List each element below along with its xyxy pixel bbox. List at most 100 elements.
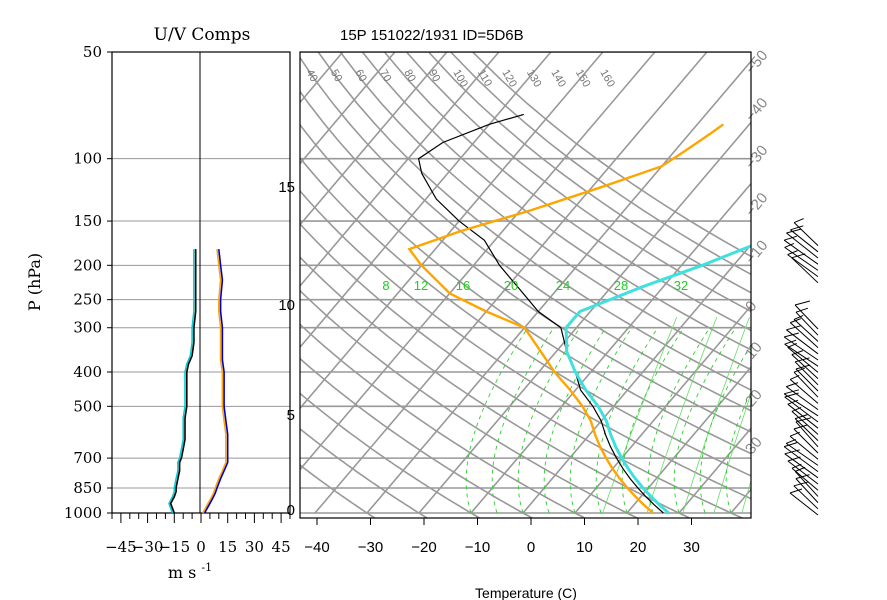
dry-adiabat-lines (300, 52, 751, 518)
uv-x-tick-label: −45 (105, 538, 137, 556)
dry-adiabat (300, 222, 744, 518)
wind-barb-staff (791, 354, 819, 379)
isotherm (300, 52, 604, 410)
dry-adiabat (300, 427, 429, 518)
wind-barb-flag (794, 466, 806, 472)
dry-adiabat (300, 357, 534, 518)
wind-barb-flag (786, 228, 802, 234)
uv-x-tick-label: −15 (158, 538, 190, 556)
uv-x-tick-label: 0 (196, 538, 206, 556)
pressure-tick-labels: 50 100 150 200 250 300 400 500 700 850 1000 (64, 43, 112, 522)
pressure-tick-label: 150 (73, 212, 102, 230)
dry-adiabat-label: 120 (499, 68, 519, 90)
isotherm (300, 52, 500, 288)
height-label: 0 (287, 502, 295, 519)
dry-adiabat (361, 52, 751, 351)
dry-adiabat-label: 50 (328, 68, 345, 85)
isotherm-label: 10 (742, 339, 766, 363)
wind-barb-staff (786, 232, 819, 259)
skewt-title: 15P 151022/1931 ID=5D6B (340, 27, 524, 44)
wind-barb-flag (795, 307, 809, 313)
wind-barb (783, 332, 819, 361)
isotherm-label: −40 (742, 95, 771, 125)
wind-barb-flag (791, 253, 806, 259)
isotherm-label: −30 (742, 142, 771, 172)
mixing-ratio-line (741, 479, 751, 514)
mixing-ratio-label: 16 (456, 278, 470, 293)
dry-adiabat-label: 130 (524, 68, 544, 90)
pressure-tick-label: 200 (73, 256, 102, 274)
wind-barb (787, 399, 819, 429)
temperature-tick-label: 20 (630, 539, 647, 556)
dry-adiabat-label: 40 (303, 68, 320, 85)
temperature-tick-label: −30 (358, 539, 383, 556)
mixing-ratio-label: 8 (382, 278, 389, 293)
uv-frame (111, 51, 291, 514)
moist-adiabat-line (725, 391, 751, 514)
uv-series-line-3 (203, 249, 229, 514)
wind-barb (794, 414, 819, 441)
wind-barb-staff (795, 478, 819, 503)
isotherm (300, 52, 552, 349)
wind-barb-staff (793, 222, 819, 246)
isotherm-label: −10 (742, 237, 771, 267)
moist-adiabat-lines (465, 327, 751, 514)
temperature-xlabel: Temperature (C) (475, 585, 577, 600)
mixing-ratio-label: 28 (614, 278, 628, 293)
pressure-tick-label: 50 (83, 43, 102, 61)
wind-barb-flag (793, 218, 804, 224)
wind-barb-staff (795, 368, 819, 392)
wind-barb (793, 218, 819, 246)
wind-barb-staff (786, 329, 819, 355)
wind-barb-flag (784, 242, 795, 248)
height-label: 10 (278, 297, 295, 314)
uv-series-line-0 (168, 249, 195, 514)
dry-adiabat (300, 323, 587, 518)
wind-barb-flag (784, 332, 799, 338)
wind-barb-flag (784, 339, 797, 345)
isotherm (300, 52, 396, 165)
wind-barb (783, 389, 819, 417)
moist-adiabat-line (621, 327, 685, 514)
uv-grid (112, 51, 290, 514)
pressure-tick-label: 250 (73, 291, 102, 309)
uv-components-panel: U/V Comps 501001502002503004005007008501… (25, 25, 291, 582)
mixing-ratio-line (713, 392, 751, 514)
uv-series (168, 249, 229, 514)
wind-barb-staff (784, 396, 819, 423)
isotherm (626, 365, 751, 514)
skewt-panel: 15P 151022/1931 ID=5D6B 40 50 60 70 80 90 100 1… (278, 27, 771, 600)
wind-barb-flag (793, 314, 804, 320)
uv-x-tick-label: 45 (272, 538, 291, 556)
wind-barb (795, 307, 819, 336)
moist-adiabat-line (673, 327, 737, 514)
wind-barb-staff (793, 485, 819, 510)
wind-barb-flag (795, 364, 811, 370)
uv-title: U/V Comps (154, 25, 251, 45)
wind-barb-staff (794, 418, 819, 441)
uv-x-tick-label: 15 (218, 538, 237, 556)
temperature-tick-label: −10 (465, 539, 490, 556)
wind-barb-flag (783, 442, 798, 448)
wind-barb-staff (787, 460, 819, 485)
temperature-tick-label: 10 (576, 539, 593, 556)
wind-barb-staff (787, 403, 819, 429)
wind-barb-staff (789, 379, 819, 404)
wind-barb-flag (790, 225, 804, 231)
wind-barb (786, 325, 819, 355)
pressure-tick-label: 300 (73, 319, 102, 337)
mixing-ratio-label: 12 (414, 278, 428, 293)
wind-barb-staff (794, 471, 819, 497)
pressure-tick-label: 500 (73, 397, 102, 415)
dry-adiabat-label: 70 (377, 68, 394, 85)
dry-adiabat-label: 80 (401, 68, 418, 85)
wind-barb-flag (787, 399, 799, 405)
height-labels: 0 5 10 15 (278, 179, 295, 519)
wind-barb (789, 488, 819, 516)
temperature-tick-labels: −40 −30 −20 −10 0 10 20 30 (304, 518, 700, 556)
sounding-profiles (407, 113, 751, 515)
pressure-tick-label: 100 (73, 150, 102, 168)
moist-adiabat-line (491, 327, 555, 514)
